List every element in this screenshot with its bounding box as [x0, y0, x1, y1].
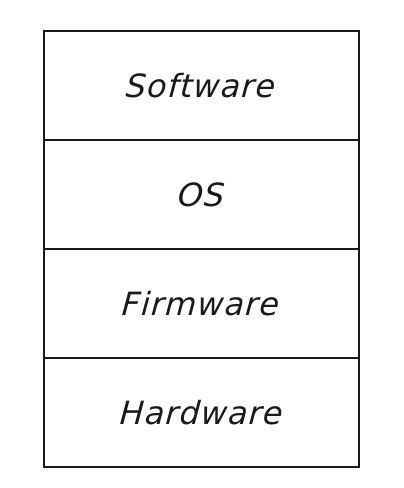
layer-label-os: OS: [176, 175, 227, 214]
layer-firmware: Firmware: [45, 250, 358, 359]
layer-label-software: Software: [124, 66, 278, 105]
layer-software: Software: [45, 32, 358, 141]
layer-label-hardware: Hardware: [118, 393, 285, 432]
layer-hardware: Hardware: [45, 359, 358, 466]
layer-os: OS: [45, 141, 358, 250]
layer-stack: Software OS Firmware Hardware: [43, 30, 360, 468]
layer-label-firmware: Firmware: [121, 284, 282, 323]
